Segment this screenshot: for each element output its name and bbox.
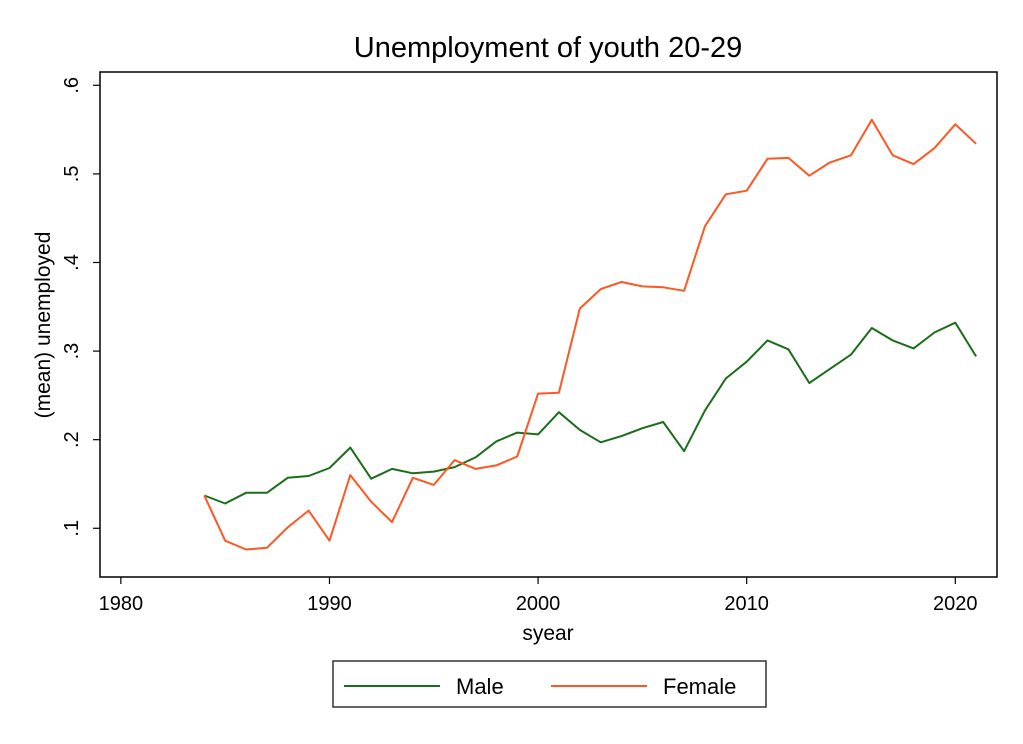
chart-title: Unemployment of youth 20-29 [354, 32, 743, 64]
y-tick-label: .4 [61, 254, 83, 271]
y-tick-label: .2 [61, 431, 83, 448]
x-tick-label: 2020 [933, 593, 978, 615]
series-line-female [203, 118, 977, 551]
x-tick-label: 2000 [516, 593, 561, 615]
x-tick-label: 1990 [307, 593, 352, 615]
y-tick-label: .1 [61, 520, 83, 537]
x-axis-label: syear [522, 622, 573, 645]
y-tick-label: .6 [61, 77, 83, 94]
legend-label-male: Male [456, 674, 504, 699]
x-tick-label: 1980 [99, 593, 144, 615]
plot-area [99, 71, 998, 578]
y-axis-label: (mean) unemployed [32, 232, 55, 419]
x-tick-label: 2010 [724, 593, 769, 615]
legend-label-female: Female [663, 674, 736, 699]
legend [332, 660, 767, 708]
series-lines [203, 118, 977, 551]
x-axis: 1980 1990 2000 2010 2020 [99, 577, 978, 615]
y-tick-label: .5 [61, 166, 83, 183]
y-tick-label: .3 [61, 343, 83, 360]
series-line-male [203, 321, 977, 505]
y-axis: .1 .2 .3 .4 .5 .6 [61, 77, 100, 537]
